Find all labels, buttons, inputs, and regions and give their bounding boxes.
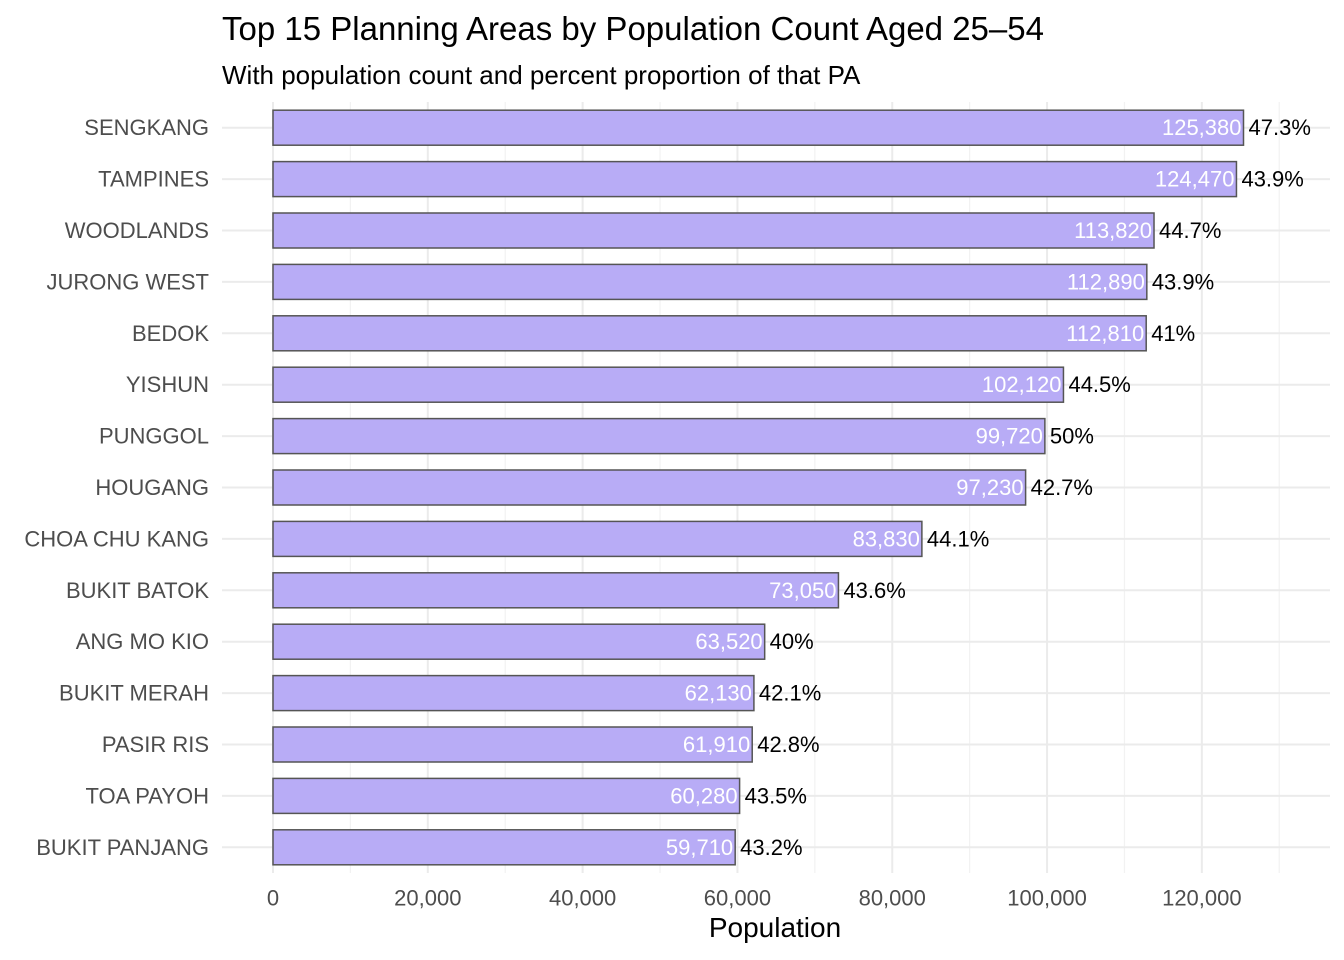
- x-tick-label: 60,000: [704, 886, 771, 911]
- bar: [272, 212, 1155, 249]
- bar-value-label: 60,280: [670, 783, 737, 808]
- bar-value-label: 112,810: [1066, 321, 1144, 346]
- bar-percent-label: 41%: [1151, 321, 1195, 346]
- bar-percent-label: 40%: [770, 629, 814, 654]
- bar-value-label: 63,520: [695, 629, 762, 654]
- bar: [272, 263, 1148, 301]
- x-tick-label: 0: [267, 886, 279, 911]
- bar-value-label: 113,820: [1074, 218, 1152, 243]
- y-tick-label: YISHUN: [126, 372, 209, 397]
- chart-title: Top 15 Planning Areas by Population Coun…: [222, 10, 1044, 47]
- y-tick-label: WOODLANDS: [65, 218, 209, 243]
- bar-value-label: 59,710: [666, 835, 733, 860]
- bar-percent-label: 43.2%: [740, 835, 802, 860]
- bar-value-label: 83,830: [853, 526, 920, 551]
- bar-value-label: 62,130: [685, 681, 752, 706]
- x-axis-label: Population: [708, 912, 842, 943]
- y-tick-label: BUKIT BATOK: [66, 578, 209, 603]
- bar-value-label: 99,720: [976, 424, 1043, 449]
- y-tick-label: PASIR RIS: [102, 732, 209, 757]
- bar-percent-label: 42.7%: [1031, 475, 1093, 500]
- y-tick-label: BUKIT PANJANG: [36, 835, 209, 860]
- bar: [272, 623, 766, 660]
- bar: [272, 417, 1046, 455]
- bar-percent-label: 43.9%: [1241, 167, 1303, 192]
- x-tick-label: 20,000: [394, 886, 461, 911]
- bar-percent-label: 50%: [1050, 424, 1094, 449]
- bar: [272, 572, 840, 609]
- y-tick-label: JURONG WEST: [46, 269, 209, 294]
- x-tick-label: 120,000: [1162, 886, 1242, 911]
- bar: [272, 777, 741, 815]
- y-tick-label: TOA PAYOH: [86, 783, 209, 808]
- bar-percent-label: 43.9%: [1152, 269, 1214, 294]
- bar-value-label: 97,230: [956, 475, 1023, 500]
- bar-percent-label: 43.6%: [843, 578, 905, 603]
- bar-value-label: 124,470: [1155, 167, 1235, 192]
- bar-percent-label: 44.7%: [1159, 218, 1221, 243]
- y-tick-label: BUKIT MERAH: [59, 681, 209, 706]
- bar-percent-label: 42.8%: [757, 732, 819, 757]
- bar-value-label: 112,890: [1067, 269, 1145, 294]
- y-tick-label: SENGKANG: [84, 115, 209, 140]
- bar-value-label: 125,380: [1162, 115, 1242, 140]
- x-tick-label: 40,000: [549, 886, 616, 911]
- chart-subtitle: With population count and percent propor…: [222, 60, 861, 90]
- bar-percent-label: 44.5%: [1068, 372, 1130, 397]
- bar-percent-label: 47.3%: [1249, 115, 1311, 140]
- x-tick-label: 100,000: [1007, 886, 1087, 911]
- y-tick-label: TAMPINES: [98, 167, 209, 192]
- bar: [272, 366, 1065, 403]
- bar: [272, 674, 755, 712]
- y-tick-label: CHOA CHU KANG: [24, 526, 209, 551]
- bar: [272, 315, 1147, 352]
- bar-percent-label: 42.1%: [759, 681, 821, 706]
- bar-value-label: 73,050: [769, 578, 836, 603]
- bar-value-label: 102,120: [982, 372, 1062, 397]
- bar-percent-label: 43.5%: [745, 783, 807, 808]
- bar: [272, 160, 1238, 198]
- bar: [272, 520, 923, 558]
- y-tick-label: ANG MO KIO: [76, 629, 209, 654]
- x-tick-label: 80,000: [859, 886, 926, 911]
- y-tick-label: HOUGANG: [95, 475, 209, 500]
- y-tick-label: BEDOK: [132, 321, 209, 346]
- bar-value-label: 61,910: [683, 732, 750, 757]
- bar: [272, 109, 1245, 146]
- bar: [272, 726, 753, 763]
- bar: [272, 469, 1027, 506]
- bar: [272, 829, 736, 866]
- bar-percent-label: 44.1%: [927, 526, 989, 551]
- y-tick-label: PUNGGOL: [99, 424, 209, 449]
